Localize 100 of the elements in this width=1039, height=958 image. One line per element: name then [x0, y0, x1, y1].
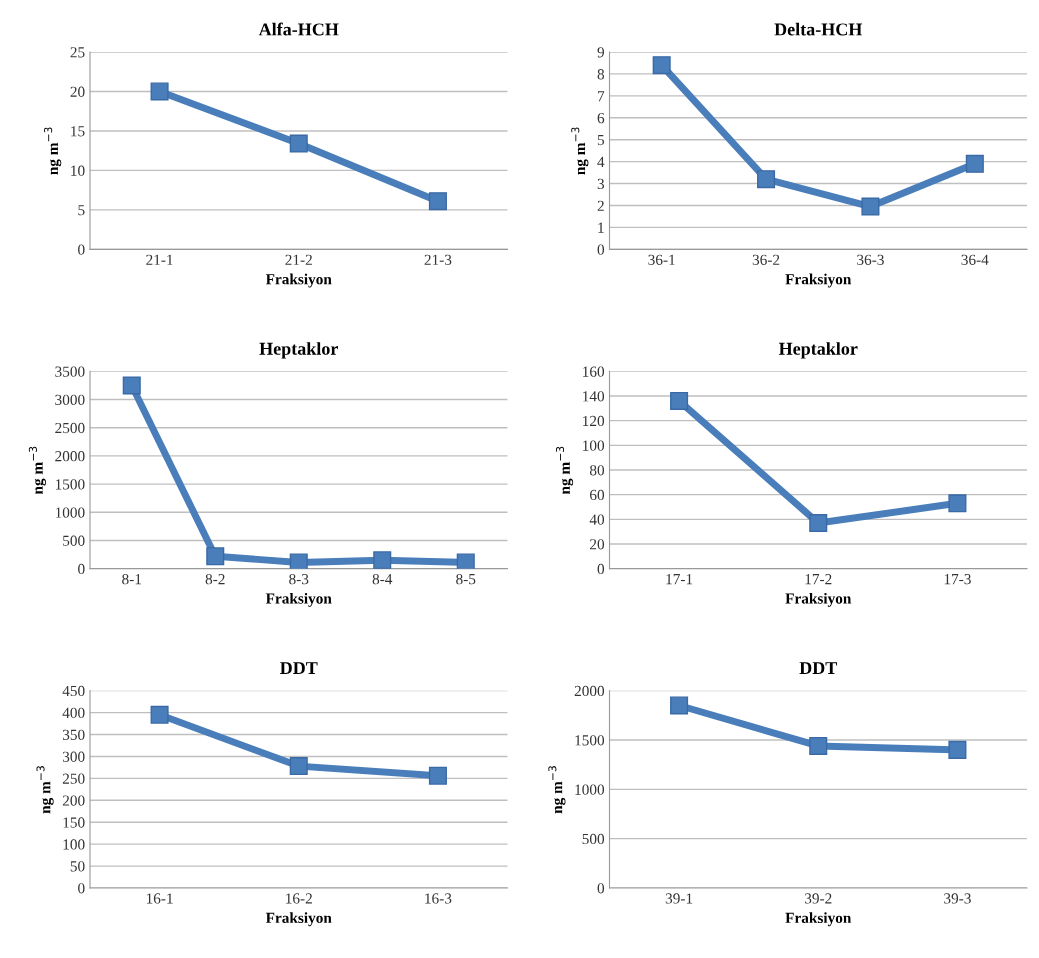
chart-title: Heptaklor	[259, 342, 338, 359]
y-tick-label: 1	[598, 222, 604, 233]
point	[965, 154, 984, 173]
point	[150, 705, 169, 724]
point	[652, 56, 671, 75]
x-axis-title: Fraksiyon	[265, 912, 332, 927]
y-tick-label: 20	[590, 539, 605, 550]
y-tick-label: 7	[598, 91, 605, 102]
y-tick-label: 2	[597, 200, 604, 211]
y-axis-title: ng m$^{−3}$	[571, 127, 589, 175]
y-tick-label: 5	[78, 205, 85, 216]
x-tick-label: 8-4	[372, 573, 393, 585]
x-tick-label: 21-2	[285, 254, 312, 265]
y-tick-label: 0	[597, 244, 605, 255]
point	[948, 494, 967, 513]
point	[948, 740, 967, 759]
y-tick-label: 1500	[55, 479, 85, 490]
y-tick-label: 5	[597, 135, 605, 146]
chart-title: Delta-HCH	[774, 22, 863, 36]
y-tick-label: 25	[70, 47, 85, 58]
y-tick-label: 10	[71, 165, 85, 176]
x-axis-title: Fraksiyon	[785, 912, 852, 927]
x-tick-label: 39-2	[804, 893, 832, 904]
y-axis-title: ng m$^{−3}$	[555, 446, 574, 495]
y-tick-label: 50	[70, 861, 85, 872]
y-tick-label: 120	[583, 415, 605, 427]
x-axis-title: Fraksiyon	[265, 592, 332, 607]
x-tick-label: 36-1	[648, 254, 675, 265]
point	[809, 736, 828, 755]
y-tick-label: 60	[590, 489, 605, 501]
point	[206, 547, 225, 566]
point	[289, 553, 308, 569]
point	[428, 192, 447, 211]
point	[809, 514, 828, 533]
y-tick-label: 3	[597, 178, 605, 190]
y-tick-label: 9	[597, 47, 605, 58]
y-tick-label: 4	[597, 156, 605, 167]
y-tick-label: 500	[582, 833, 605, 845]
y-tick-label: 500	[63, 535, 85, 546]
x-tick-label: 8-5	[456, 573, 476, 585]
y-tick-label: 15	[71, 126, 85, 137]
x-tick-label: 8-1	[122, 573, 142, 585]
x-tick-label: 36-3	[857, 254, 884, 265]
point	[428, 766, 447, 785]
point	[456, 553, 475, 569]
y-tick-label: 0	[78, 883, 85, 894]
x-tick-label: 16-1	[146, 893, 173, 904]
y-tick-label: 150	[63, 817, 85, 828]
y-tick-label: 400	[62, 707, 85, 719]
y-tick-label: 1000	[55, 507, 85, 518]
x-axis-title: Fraksiyon	[785, 273, 852, 288]
y-tick-label: 6	[597, 112, 605, 124]
x-tick-label: 39-3	[944, 893, 971, 904]
chart-title: Heptaklor	[778, 342, 858, 359]
x-tick-label: 36-4	[961, 254, 989, 265]
y-tick-label: 8	[597, 69, 605, 80]
y-tick-label: 3500	[55, 366, 85, 377]
y-tick-label: 3000	[55, 394, 85, 405]
y-tick-label: 20	[70, 86, 85, 97]
point	[289, 757, 308, 776]
y-tick-label: 1500	[575, 735, 605, 746]
y-tick-label: 0	[597, 563, 605, 575]
x-tick-label: 17-3	[944, 574, 971, 585]
y-tick-label: 250	[62, 773, 85, 784]
point	[150, 82, 169, 101]
point	[757, 170, 776, 189]
y-axis-title: ng m$^{−3}$	[548, 766, 566, 814]
x-tick-label: 8-2	[205, 573, 225, 585]
x-tick-label: 39-1	[665, 893, 693, 904]
x-axis-title: Fraksiyon	[265, 273, 332, 288]
y-tick-label: 100	[63, 839, 85, 850]
y-tick-label: 200	[62, 795, 85, 806]
y-tick-label: 0	[78, 244, 85, 255]
y-tick-label: 2000	[574, 685, 605, 697]
x-tick-label: 8-3	[289, 573, 309, 585]
chart-title: Alfa-HCH	[258, 22, 339, 36]
point	[373, 551, 392, 569]
x-axis-title: Fraksiyon	[785, 592, 852, 607]
y-tick-label: 2500	[55, 422, 85, 434]
point	[670, 391, 689, 410]
y-tick-label: 40	[589, 514, 605, 525]
x-tick-label: 21-1	[146, 254, 173, 265]
x-tick-label: 17-1	[666, 574, 693, 585]
point	[670, 696, 689, 715]
y-tick-label: 160	[583, 366, 605, 377]
y-tick-label: 80	[589, 465, 605, 476]
x-tick-label: 16-3	[425, 893, 452, 904]
y-tick-label: 2000	[55, 451, 85, 462]
chart-title: DDT	[280, 662, 318, 675]
x-tick-label: 36-2	[752, 254, 780, 265]
y-tick-label: 1000	[575, 784, 605, 795]
y-tick-label: 350	[62, 729, 85, 740]
x-tick-label: 16-2	[286, 893, 312, 904]
y-axis-title: ng m$^{−3}$	[36, 766, 54, 814]
x-tick-label: 21-3	[424, 254, 452, 265]
y-tick-label: 140	[583, 391, 605, 402]
y-tick-label: 450	[62, 685, 85, 697]
point	[861, 197, 880, 216]
y-tick-label: 100	[583, 440, 605, 451]
point	[289, 134, 308, 153]
